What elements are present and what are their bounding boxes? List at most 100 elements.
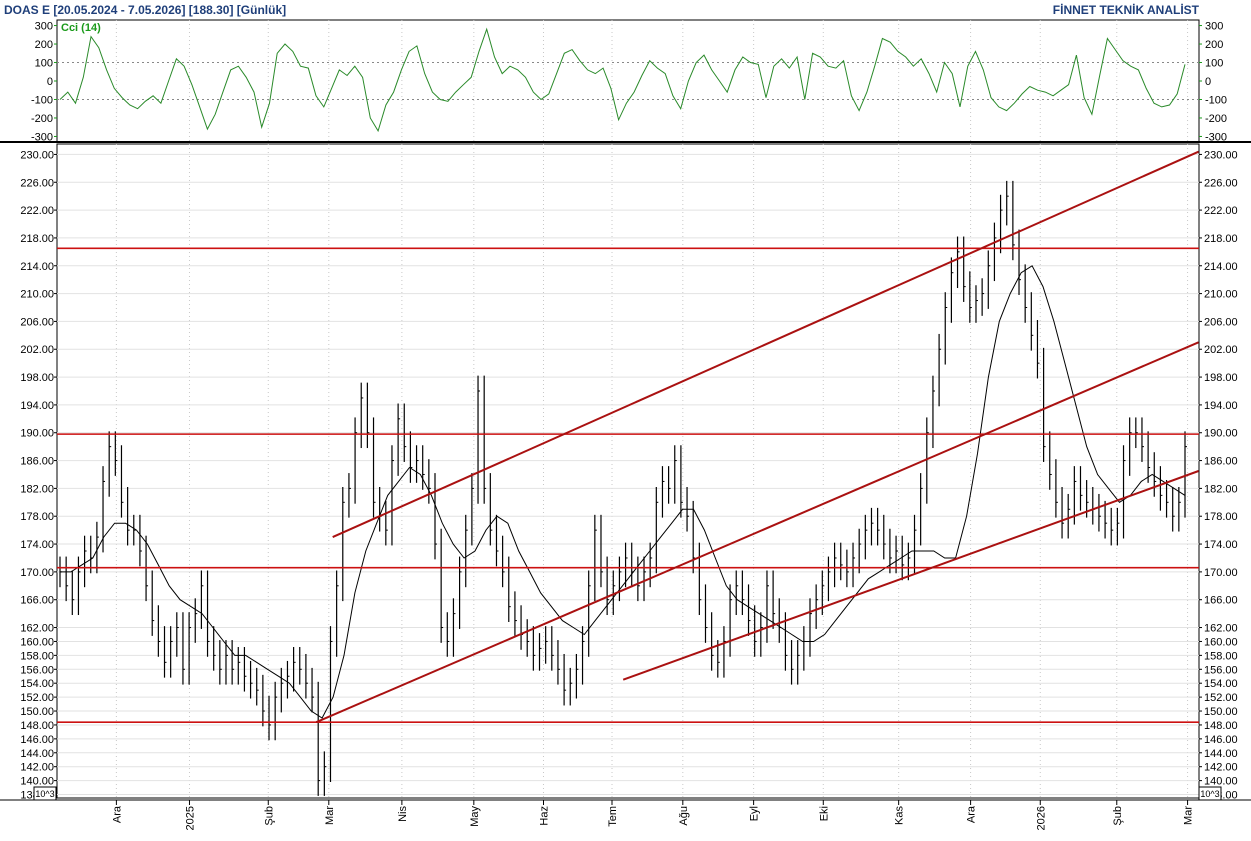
price-tick-left: 202.00 [20,344,54,356]
price-tick-right: 152.00 [1204,692,1238,704]
x-tick-label: 2025 [184,806,196,830]
trend-line [622,470,1199,681]
price-tick-left: 182.00 [20,483,54,495]
price-tick-right: 174.00 [1204,539,1238,551]
price-tick-right: 144.00 [1204,748,1238,760]
cci-grid [57,62,1199,100]
cci-tick-left: 200 [35,39,53,51]
price-grid [57,20,1199,798]
price-tick-right: 190.00 [1204,428,1238,440]
moving-average-line [60,265,1186,719]
scale-marker-right: 10^3 [1198,786,1222,801]
cci-tick-left: -200 [31,113,53,125]
price-tick-right: 226.00 [1204,177,1238,189]
price-tick-right: 210.00 [1204,289,1238,301]
price-bars [59,180,1187,796]
price-tick-left: 144.00 [20,748,54,760]
cci-tick-left: -100 [31,94,53,106]
cci-tick-right: 300 [1205,21,1223,33]
price-tick-right: 186.00 [1204,456,1238,468]
x-tick-label: Eki [818,806,830,821]
price-tick-left: 142.00 [20,762,54,774]
cci-panel-title: Cci (14) [61,22,101,34]
price-tick-right: 214.00 [1204,261,1238,273]
scale-marker-left-text: 10^3 [35,789,54,799]
price-tick-right: 162.00 [1204,623,1238,635]
cci-line [59,27,1186,133]
price-tick-left: 218.00 [20,233,54,245]
price-tick-right: 178.00 [1204,511,1238,523]
price-tick-left: 174.00 [20,539,54,551]
price-tick-left: 150.00 [20,706,54,718]
price-tick-right: 202.00 [1204,344,1238,356]
x-tick-label: Ara [111,805,123,823]
x-tick-label: May [469,806,481,827]
x-tick-label: Şub [1112,806,1124,826]
x-tick-label: Haz [538,806,550,826]
price-tick-left: 226.00 [20,177,54,189]
price-tick-left: 148.00 [20,720,54,732]
price-tick-right: 198.00 [1204,372,1238,384]
price-tick-left: 210.00 [20,289,54,301]
price-tick-left: 160.00 [20,636,54,648]
price-panel-frame [56,143,1200,799]
price-tick-left: 186.00 [20,456,54,468]
price-tick-left: 170.00 [20,567,54,579]
x-axis: Ara 2025 Şub Mar Nis May Haz Tem Ağu Eyl Eki Kas Ara… [111,800,1195,830]
cci-tick-left: 0 [47,76,53,88]
price-tick-right: 182.00 [1204,483,1238,495]
price-tick-left: 146.00 [20,734,54,746]
cci-tick-right: 200 [1205,39,1223,51]
cci-tick-right: -200 [1205,113,1227,125]
price-tick-right: 156.00 [1204,664,1238,676]
price-tick-right: 146.00 [1204,734,1238,746]
price-tick-left: 154.00 [20,678,54,690]
cci-tick-right: 0 [1205,76,1211,88]
price-tick-right: 222.00 [1204,205,1238,217]
price-tick-left: 194.00 [20,400,54,412]
cci-tick-left: 300 [35,21,53,33]
x-tick-label: Ağu [678,806,690,826]
chart-header-symbol: DOAS E [20.05.2024 - 7.05.2026] [188.30]… [4,3,286,17]
horizontal-levels [57,247,1199,723]
cci-axis: 300 300 200 200 100 100 0 0 -100 -100 -200 -200 -300… [31,21,1227,144]
price-tick-left: 222.00 [20,205,54,217]
price-axis: 230.00 230.00 226.00 226.00 222.00 222.00 218.… [20,149,1237,801]
price-tick-left: 166.00 [20,595,54,607]
price-tick-left: 190.00 [20,428,54,440]
price-tick-left: 156.00 [20,664,54,676]
x-tick-label: Tem [607,806,619,827]
price-tick-left: 158.00 [20,650,54,662]
price-tick-left: 198.00 [20,372,54,384]
price-tick-left: 230.00 [20,149,54,161]
price-tick-left: 206.00 [20,316,54,328]
trend-channels [315,150,1199,724]
price-tick-right: 150.00 [1204,706,1238,718]
price-tick-right: 158.00 [1204,650,1238,662]
cci-tick-right: 100 [1205,58,1223,70]
chart-header-brand: FİNNET TEKNİK ANALİST [1053,2,1200,17]
x-tick-label: 2026 [1035,806,1047,830]
scale-marker-right-text: 10^3 [1200,789,1219,799]
price-tick-right: 148.00 [1204,720,1238,732]
trend-line [332,150,1199,539]
moving-average-series [60,265,1186,719]
x-tick-label: Kas [894,806,906,825]
trend-line [315,341,1199,724]
price-tick-right: 166.00 [1204,595,1238,607]
cci-tick-left: -300 [31,131,53,143]
price-tick-left: 178.00 [20,511,54,523]
price-tick-left: 214.00 [20,261,54,273]
price-tick-right: 142.00 [1204,762,1238,774]
cci-panel-frame [56,19,1200,143]
x-tick-label: Şub [263,806,275,826]
price-tick-right: 230.00 [1204,149,1238,161]
price-tick-right: 154.00 [1204,678,1238,690]
scale-marker-left: 10^3 [33,786,57,801]
cci-tick-right: -300 [1205,131,1227,143]
x-tick-label: Ara [966,805,978,823]
price-tick-right: 140.00 [1204,776,1238,788]
price-tick-right: 170.00 [1204,567,1238,579]
price-tick-right: 160.00 [1204,636,1238,648]
